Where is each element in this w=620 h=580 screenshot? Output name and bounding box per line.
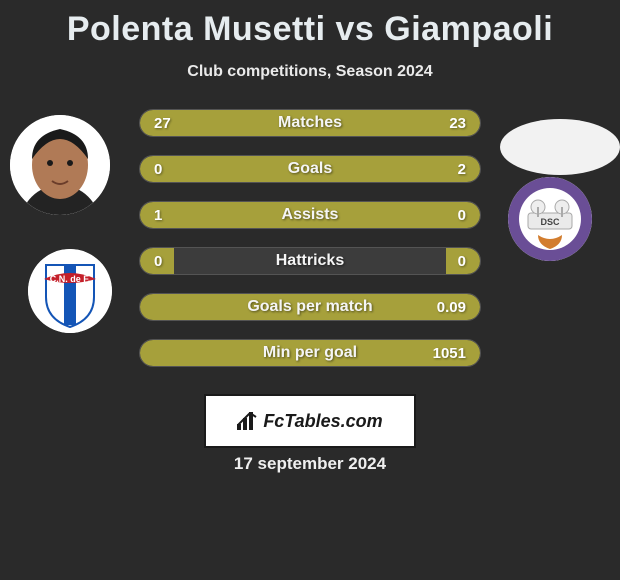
player-left-avatar bbox=[10, 115, 110, 215]
stat-bars: 27 Matches 23 0 Goals 2 1 Assists 0 0 Ha… bbox=[139, 109, 481, 385]
comparison-content: C.N. de F. DSC 27 Matches 23 0 bbox=[0, 109, 620, 429]
stat-bar: 0 Goals 2 bbox=[139, 155, 481, 183]
svg-text:C.N. de F.: C.N. de F. bbox=[50, 274, 91, 284]
date: 17 september 2024 bbox=[0, 454, 620, 474]
player-right-avatar bbox=[500, 119, 620, 175]
stat-label: Assists bbox=[140, 206, 480, 224]
stat-bar: 1 Assists 0 bbox=[139, 201, 481, 229]
stat-value-right: 0.09 bbox=[437, 294, 466, 320]
club-left-badge: C.N. de F. bbox=[28, 249, 112, 333]
fctables-label: FcTables.com bbox=[263, 411, 382, 432]
stat-label: Min per goal bbox=[140, 344, 480, 362]
stat-label: Goals per match bbox=[140, 298, 480, 316]
fctables-icon bbox=[237, 412, 259, 430]
stat-bar: 27 Matches 23 bbox=[139, 109, 481, 137]
player-left-face-icon bbox=[10, 115, 110, 215]
club-left-badge-icon: C.N. de F. bbox=[28, 249, 112, 333]
stat-value-right: 2 bbox=[458, 156, 466, 182]
stat-bar: 0 Hattricks 0 bbox=[139, 247, 481, 275]
page-title: Polenta Musetti vs Giampaoli bbox=[0, 0, 620, 49]
club-right-badge-icon: DSC bbox=[508, 177, 592, 261]
fctables-watermark: FcTables.com bbox=[204, 394, 416, 448]
stat-label: Matches bbox=[140, 114, 480, 132]
stat-bar: Min per goal 1051 bbox=[139, 339, 481, 367]
stat-label: Hattricks bbox=[140, 252, 480, 270]
stat-label: Goals bbox=[140, 160, 480, 178]
stat-bar: Goals per match 0.09 bbox=[139, 293, 481, 321]
subtitle: Club competitions, Season 2024 bbox=[0, 63, 620, 81]
svg-text:DSC: DSC bbox=[540, 217, 560, 227]
stat-value-right: 0 bbox=[458, 202, 466, 228]
stat-value-right: 1051 bbox=[433, 340, 466, 366]
stat-value-right: 0 bbox=[458, 248, 466, 274]
stat-value-right: 23 bbox=[449, 110, 466, 136]
club-right-badge: DSC bbox=[508, 177, 592, 261]
